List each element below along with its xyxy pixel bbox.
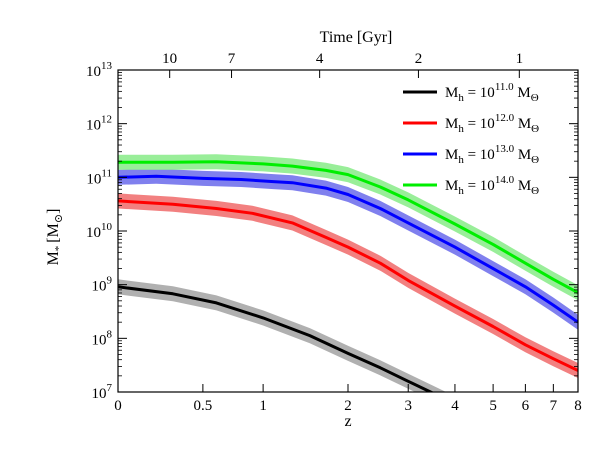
y-tick-label: 107	[92, 382, 113, 402]
x-tick-label: 8	[574, 398, 582, 414]
y-tick-label: 1012	[86, 114, 112, 134]
x-tick-label: 7	[550, 398, 558, 414]
series-bands	[118, 154, 578, 392]
y-tick-label: 1013	[86, 60, 113, 80]
axis-labels: 0 0.5 1 2 3 4 5 6 7 810 7 4 2 11071081091010101110121…	[86, 51, 582, 414]
x-tick-label: 6	[522, 398, 530, 414]
series-line-12.0	[118, 199, 578, 372]
y-tick-label: 1010	[86, 221, 113, 241]
band-11.0	[118, 279, 447, 392]
legend-label-11.0: Mh = 1011.0 MΘ	[445, 81, 539, 104]
y-title-unit-sub: ⊙	[53, 214, 65, 223]
band-13.0	[118, 168, 578, 330]
y-title-unit: [M	[45, 223, 62, 243]
top-tick-label: 4	[316, 51, 324, 67]
y-title-sub: *	[53, 246, 65, 252]
series-line-13.0	[118, 174, 578, 324]
band-14.0	[118, 154, 578, 301]
legend: Mh = 1011.0 MΘ Mh = 1012.0 MΘ Mh = 1013.0 …	[403, 81, 539, 197]
x-tick-label: 4	[451, 398, 459, 414]
y-tick-label: 1011	[86, 167, 112, 187]
x-tick-label: 3	[404, 398, 412, 414]
legend-label-14.0: Mh = 1014.0 MΘ	[445, 174, 539, 197]
top-tick-label: 2	[415, 51, 423, 67]
y-title-main: M	[45, 251, 62, 265]
x-tick-label: 1	[259, 398, 267, 414]
x-tick-label: 5	[489, 398, 497, 414]
y-tick-label: 109	[92, 275, 113, 295]
top-tick-label: 10	[162, 51, 177, 67]
series-line-14.0	[118, 160, 578, 295]
x-tick-label: 0.5	[194, 398, 213, 414]
series-line-11.0	[118, 285, 435, 392]
top-tick-label: 1	[516, 51, 524, 67]
y-title-close: ]	[45, 209, 62, 214]
legend-label-12.0: Mh = 1012.0 MΘ	[445, 112, 539, 135]
x-tick-label: 2	[344, 398, 352, 414]
legend-label-13.0: Mh = 1013.0 MΘ	[445, 143, 539, 166]
x-axis-title: z	[344, 413, 351, 430]
top-tick-label: 7	[228, 51, 236, 67]
top-axis-title: Time [Gyr]	[320, 29, 393, 46]
y-axis-title: M* [M⊙]	[45, 209, 65, 266]
series-lines	[118, 160, 578, 392]
y-tick-label: 108	[92, 328, 113, 348]
x-tick-label: 0	[114, 398, 122, 414]
axis-ticks	[117, 69, 579, 393]
